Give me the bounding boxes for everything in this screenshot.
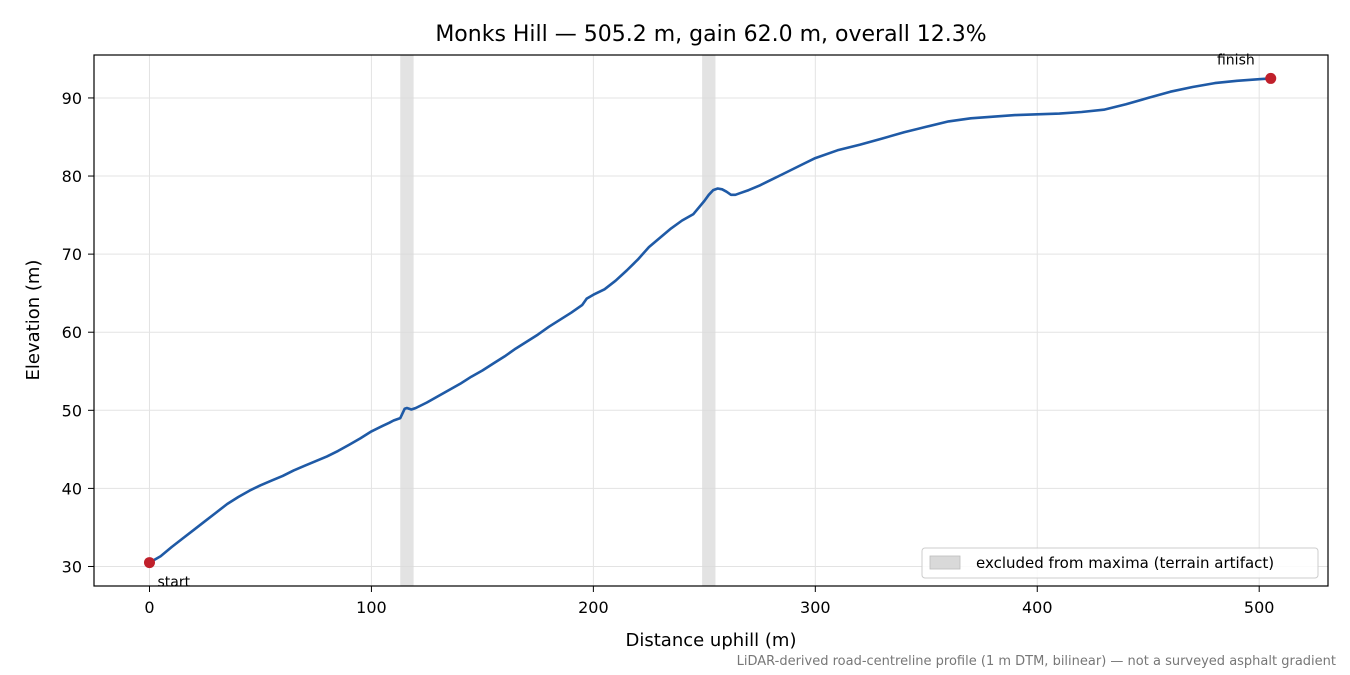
excluded-regions [400,55,716,586]
excluded-region [400,55,414,586]
legend: excluded from maxima (terrain artifact) [921,547,1319,579]
y-tick-label: 90 [62,89,82,108]
legend-swatch [929,555,961,570]
excluded-region [702,55,716,586]
y-tick-label: 40 [62,479,82,498]
legend-box [921,547,1319,579]
start-marker [143,557,155,569]
chart-title: Monks Hill — 505.2 m, gain 62.0 m, overa… [435,22,986,47]
x-tick-label: 500 [1244,598,1275,617]
x-tick-label: 200 [578,598,609,617]
y-tick-label: 60 [62,323,82,342]
elevation-line [148,77,1272,564]
x-tick-label: 400 [1022,598,1053,617]
y-tick-label: 80 [62,167,82,186]
y-tick-label: 70 [62,245,82,264]
finish-label: finish [1217,52,1255,68]
x-axis-label: Distance uphill (m) [626,630,797,651]
y-tick-label: 50 [62,401,82,420]
y-axis-label: Elevation (m) [23,260,44,381]
x-tick-label: 300 [800,598,831,617]
start-label: start [157,575,190,591]
axis-ticks: 0 100 200 300 400 500 30 40 50 60 70 80 90 [62,89,1275,617]
x-tick-label: 0 [144,598,154,617]
x-tick-label: 100 [356,598,387,617]
plot-area-frame [93,54,1329,587]
series-layer [148,77,1272,564]
y-tick-label: 30 [62,557,82,576]
legend-entry: excluded from maxima (terrain artifact) [976,554,1274,572]
source-caption: LiDAR-derived road-centreline profile (1… [737,654,1336,669]
finish-marker [1265,72,1277,84]
